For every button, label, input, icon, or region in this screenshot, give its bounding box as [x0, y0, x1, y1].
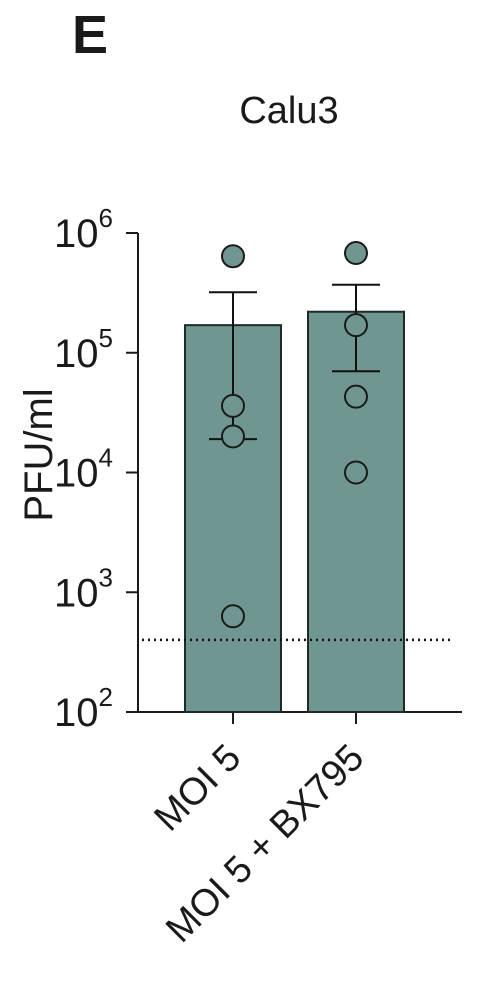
data-point [221, 604, 245, 629]
y-tick-label: 105 [54, 323, 113, 376]
data-point [344, 241, 368, 266]
data-point [344, 460, 368, 485]
data-point [344, 384, 368, 409]
y-tick-label: 102 [54, 682, 113, 735]
panel-letter: E [72, 5, 109, 65]
data-point [221, 393, 245, 418]
y-tick-label: 103 [54, 562, 113, 615]
x-tick-label: MOI 5 [147, 737, 250, 840]
data-point [221, 244, 245, 269]
y-axis-label: PFU/ml [17, 388, 61, 521]
bars [184, 310, 405, 713]
y-tick-label: 104 [54, 443, 113, 496]
y-tick-label: 106 [54, 203, 113, 256]
data-points [221, 241, 368, 629]
data-point [221, 424, 245, 449]
chart-title: Calu3 [239, 90, 339, 132]
data-point [344, 313, 368, 338]
y-axis: 102 103 104 105 106 [54, 203, 139, 735]
